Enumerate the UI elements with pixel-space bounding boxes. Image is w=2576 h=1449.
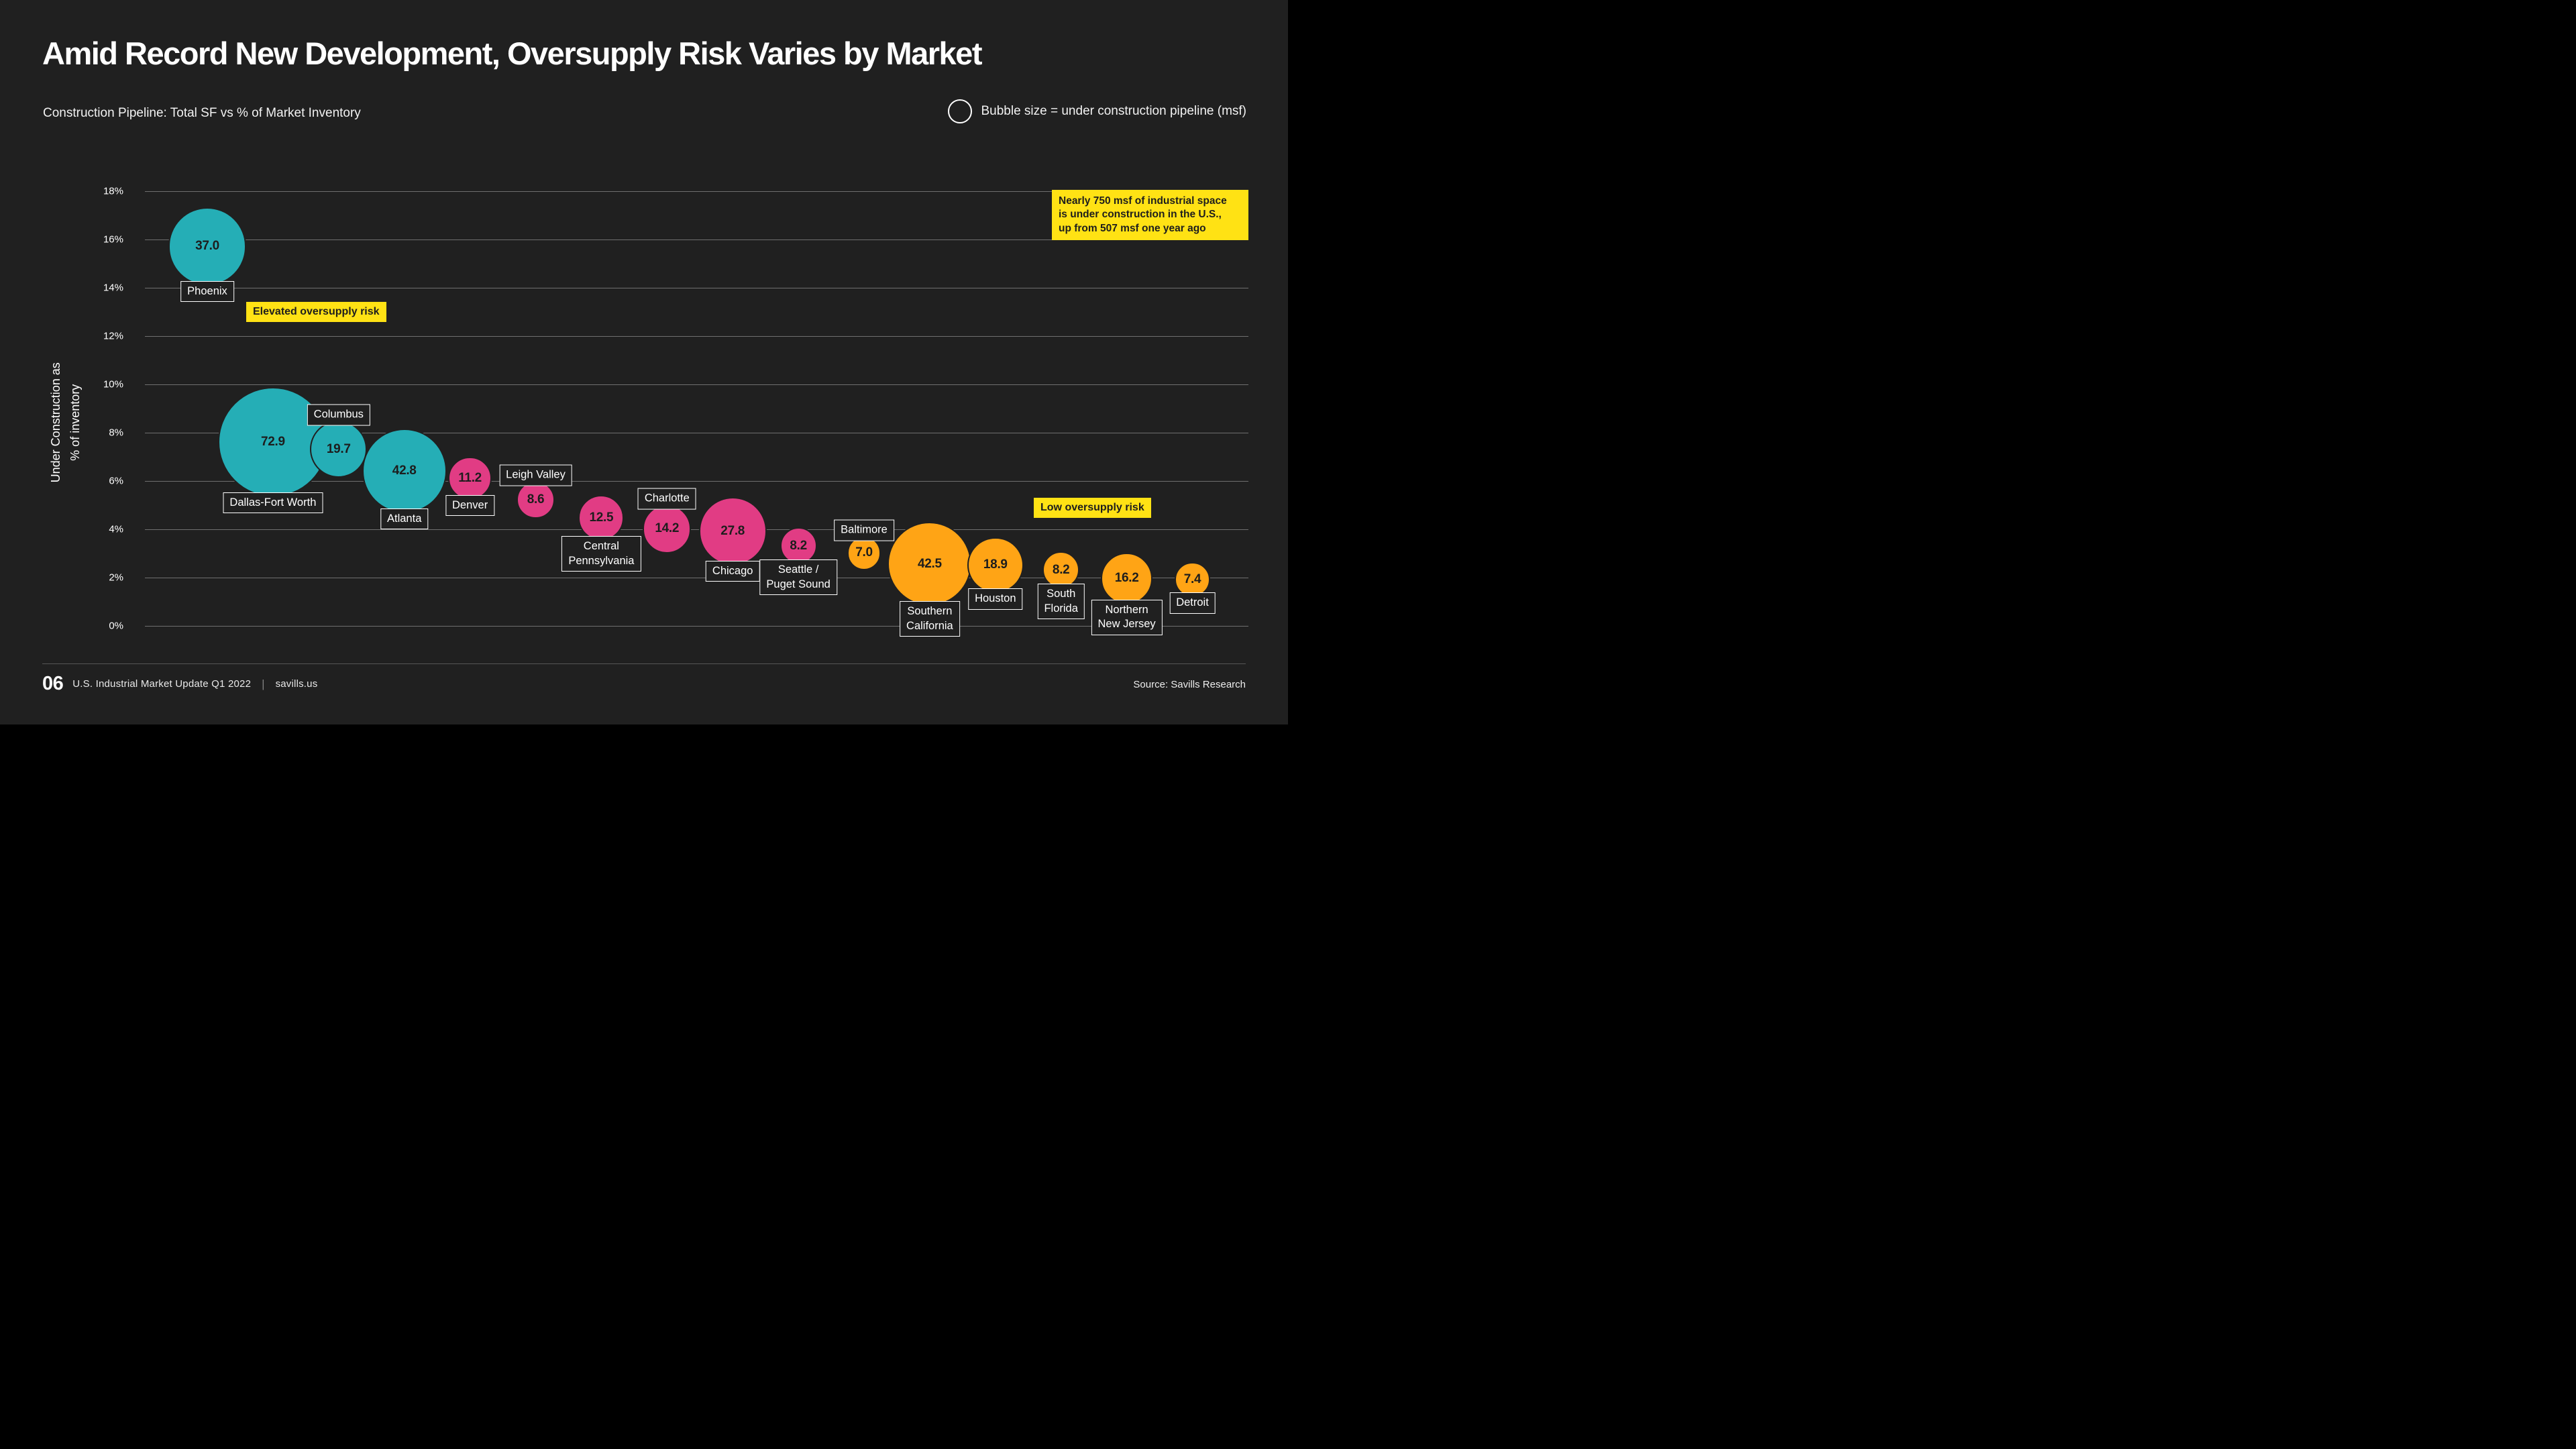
market-label-detroit: Detroit bbox=[1169, 592, 1216, 614]
market-label-denver: Denver bbox=[445, 495, 495, 517]
footer: 06 U.S. Industrial Market Update Q1 2022… bbox=[42, 673, 317, 695]
page-title: Amid Record New Development, Oversupply … bbox=[42, 36, 982, 71]
gridline-10% bbox=[145, 384, 1248, 385]
bubble-value-seattle-puget-sound: 8.2 bbox=[790, 538, 807, 553]
y-tick-16%: 16% bbox=[103, 233, 123, 245]
gridline-0% bbox=[145, 625, 1248, 627]
bubble-value-denver: 11.2 bbox=[458, 470, 482, 485]
bubble-columbus: 19.7 bbox=[310, 421, 368, 478]
gridline-18% bbox=[145, 191, 1248, 192]
bubble-central-pennsylvania: 12.5 bbox=[578, 495, 625, 541]
bubble-denver: 11.2 bbox=[448, 456, 492, 500]
y-tick-8%: 8% bbox=[109, 427, 123, 438]
site-link[interactable]: savills.us bbox=[275, 678, 318, 690]
bubble-value-charlotte: 14.2 bbox=[655, 521, 680, 536]
bubble-atlanta: 42.8 bbox=[362, 429, 447, 513]
bubble-value-columbus: 19.7 bbox=[326, 441, 351, 456]
page-number: 06 bbox=[42, 673, 64, 694]
elevated-risk-badge: Elevated oversupply risk bbox=[246, 302, 386, 322]
low-risk-badge: Low oversupply risk bbox=[1034, 498, 1151, 518]
market-label-dallas-fort-worth: Dallas-Fort Worth bbox=[223, 492, 323, 514]
market-label-southern-california: Southern California bbox=[900, 601, 960, 637]
slide: Amid Record New Development, Oversupply … bbox=[0, 0, 1288, 724]
bubble-value-central-pennsylvania: 12.5 bbox=[589, 511, 614, 525]
bubble-value-northern-new-jersey: 16.2 bbox=[1114, 571, 1139, 586]
y-tick-12%: 12% bbox=[103, 330, 123, 341]
y-tick-0%: 0% bbox=[109, 620, 123, 631]
bubble-baltimore: 7.0 bbox=[847, 536, 881, 570]
y-tick-4%: 4% bbox=[109, 523, 123, 535]
market-label-charlotte: Charlotte bbox=[637, 488, 696, 510]
market-label-phoenix: Phoenix bbox=[180, 280, 234, 303]
market-label-baltimore: Baltimore bbox=[834, 519, 894, 541]
market-label-columbus: Columbus bbox=[307, 404, 370, 426]
footer-separator: | bbox=[262, 677, 265, 690]
bubble-value-phoenix: 37.0 bbox=[195, 239, 219, 254]
bubble-value-atlanta: 42.8 bbox=[392, 464, 417, 478]
source-note: Source: Savills Research bbox=[1133, 679, 1246, 690]
market-label-leigh-valley: Leigh Valley bbox=[499, 464, 572, 486]
market-label-atlanta: Atlanta bbox=[380, 508, 429, 530]
callout-note: Nearly 750 msf of industrial space is un… bbox=[1052, 190, 1248, 241]
legend-label: Bubble size = under construction pipelin… bbox=[981, 104, 1246, 118]
bubble-value-dallas-fort-worth: 72.9 bbox=[260, 434, 285, 449]
bubble-chicago: 27.8 bbox=[698, 497, 767, 566]
bubble-value-detroit: 7.4 bbox=[1183, 572, 1201, 587]
bubble-charlotte: 14.2 bbox=[643, 504, 692, 553]
bubble-value-south-florida: 8.2 bbox=[1052, 562, 1070, 577]
y-axis-title: Under Construction as % of inventory bbox=[49, 362, 82, 483]
market-label-houston: Houston bbox=[968, 588, 1023, 610]
circle-outline-icon bbox=[948, 99, 973, 123]
y-tick-18%: 18% bbox=[103, 185, 123, 197]
bubble-value-chicago: 27.8 bbox=[720, 524, 745, 539]
bubble-detroit: 7.4 bbox=[1175, 561, 1210, 598]
bubble-northern-new-jersey: 16.2 bbox=[1100, 552, 1153, 604]
y-tick-14%: 14% bbox=[103, 282, 123, 293]
bubble-phoenix: 37.0 bbox=[168, 207, 247, 286]
market-label-seattle-puget-sound: Seattle / Puget Sound bbox=[759, 559, 837, 596]
gridline-4% bbox=[145, 529, 1248, 530]
bubble-value-baltimore: 7.0 bbox=[855, 545, 873, 560]
market-label-central-pennsylvania: Central Pennsylvania bbox=[561, 536, 641, 572]
gridline-12% bbox=[145, 335, 1248, 337]
y-tick-6%: 6% bbox=[109, 475, 123, 486]
bubble-size-legend: Bubble size = under construction pipelin… bbox=[948, 99, 1246, 123]
chart-subtitle: Construction Pipeline: Total SF vs % of … bbox=[43, 106, 361, 120]
market-label-chicago: Chicago bbox=[705, 560, 760, 582]
market-label-south-florida: South Florida bbox=[1037, 584, 1085, 620]
bubble-value-southern-california: 42.5 bbox=[918, 556, 942, 571]
footer-divider bbox=[42, 663, 1246, 664]
market-label-northern-new-jersey: Northern New Jersey bbox=[1091, 599, 1163, 635]
bubble-value-leigh-valley: 8.6 bbox=[527, 492, 545, 507]
bubble-seattle-puget-sound: 8.2 bbox=[780, 527, 817, 565]
gridline-6% bbox=[145, 480, 1248, 482]
bubble-leigh-valley: 8.6 bbox=[517, 481, 555, 519]
bubble-houston: 18.9 bbox=[967, 537, 1024, 594]
report-title: U.S. Industrial Market Update Q1 2022 bbox=[72, 678, 252, 690]
bubble-value-houston: 18.9 bbox=[983, 557, 1008, 572]
y-tick-10%: 10% bbox=[103, 378, 123, 390]
y-tick-2%: 2% bbox=[109, 572, 123, 583]
gridline-16% bbox=[145, 239, 1248, 240]
bubble-southern-california: 42.5 bbox=[888, 522, 972, 606]
bubble-south-florida: 8.2 bbox=[1042, 551, 1080, 589]
